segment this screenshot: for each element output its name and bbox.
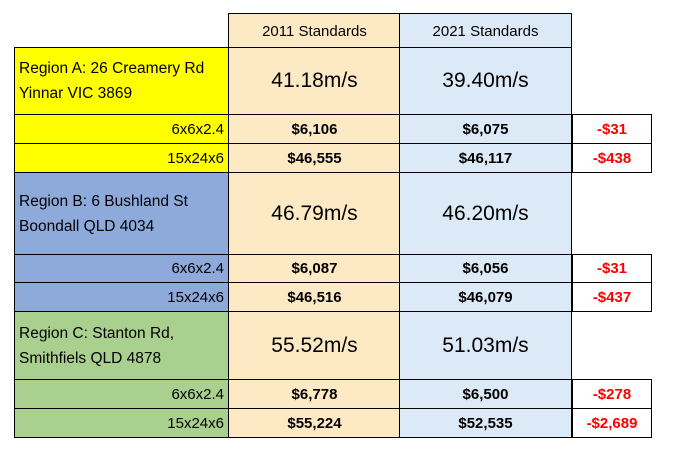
region-b-label: Region B: 6 Bushland St Boondall QLD 403… [14, 172, 230, 255]
region-b-size-large: 15x24x6 [14, 282, 230, 312]
region-a-diff-small: -$31 [572, 114, 652, 144]
region-b-diff-small: -$31 [572, 254, 652, 283]
region-b-size-small: 6x6x2.4 [14, 254, 230, 283]
region-a-price-large-2021: $46,117 [399, 143, 572, 173]
region-a-price-small-2021: $6,075 [399, 114, 572, 144]
region-a-size-small: 6x6x2.4 [14, 114, 230, 144]
region-b-price-large-2011: $46,516 [228, 282, 401, 312]
region-b-diff-large: -$437 [572, 282, 652, 312]
region-b-speed-2011: 46.79m/s [228, 172, 401, 255]
region-a-size-large: 15x24x6 [14, 143, 230, 173]
region-a-address: Yinnar VIC 3869 [19, 85, 133, 102]
region-c-price-large-2011: $55,224 [228, 408, 401, 438]
header-2021-standards: 2021 Standards [399, 13, 572, 49]
region-b-speed-2021: 46.20m/s [399, 172, 572, 255]
region-c-size-small: 6x6x2.4 [14, 379, 230, 409]
region-c-size-large: 15x24x6 [14, 408, 230, 438]
region-c-name: Region C: Stanton Rd, [19, 324, 175, 342]
region-b-price-small-2011: $6,087 [228, 254, 401, 283]
region-c-speed-2021: 51.03m/s [399, 311, 572, 380]
region-a-speed-2011: 41.18m/s [228, 47, 401, 115]
region-c-diff-large: -$2,689 [572, 408, 652, 438]
region-a-price-small-2011: $6,106 [228, 114, 401, 144]
region-b-address: Boondall QLD 4034 [19, 217, 155, 235]
region-c-price-small-2011: $6,778 [228, 379, 401, 409]
region-b-price-large-2021: $46,079 [399, 282, 572, 312]
region-c-price-large-2021: $52,535 [399, 408, 572, 438]
region-a-label: Region A: 26 Creamery Rd Yinnar VIC 3869 [14, 47, 230, 115]
region-b-price-small-2021: $6,056 [399, 254, 572, 283]
region-a-price-large-2011: $46,555 [228, 143, 401, 173]
region-c-address: Smithfiels QLD 4878 [19, 349, 162, 367]
region-c-label: Region C: Stanton Rd, Smithfiels QLD 487… [14, 311, 230, 380]
region-a-speed-2021: 39.40m/s [399, 47, 572, 115]
header-2011-standards: 2011 Standards [228, 13, 401, 49]
region-a-name: Region A: 26 Creamery Rd [19, 60, 205, 77]
region-c-diff-small: -$278 [572, 379, 652, 409]
region-c-speed-2011: 55.52m/s [228, 311, 401, 380]
region-a-diff-large: -$438 [572, 143, 652, 173]
region-b-name: Region B: 6 Bushland St [19, 192, 188, 210]
region-c-price-small-2021: $6,500 [399, 379, 572, 409]
